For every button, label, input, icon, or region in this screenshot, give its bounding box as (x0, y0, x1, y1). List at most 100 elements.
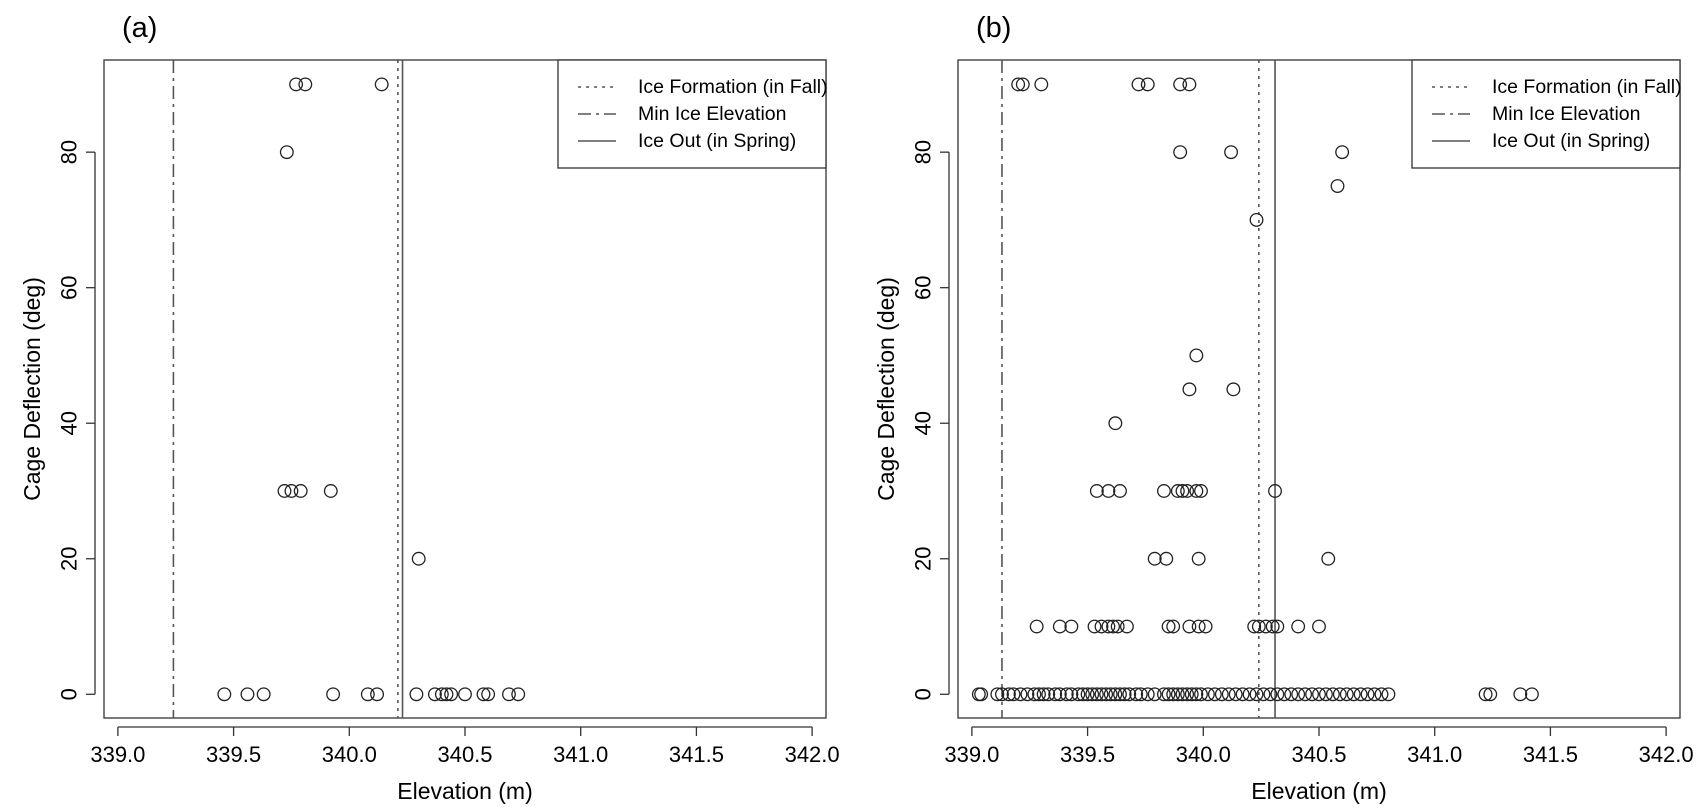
data-point (1305, 687, 1320, 702)
y-axis-title: Cage Deflection (deg) (19, 277, 45, 501)
data-point (370, 687, 385, 702)
data-point (256, 687, 271, 702)
data-point (1161, 619, 1176, 634)
data-point (1226, 382, 1241, 397)
data-point (1006, 687, 1021, 702)
y-tick-label: 40 (911, 411, 936, 435)
x-tick-label: 341.0 (553, 742, 608, 767)
data-point (1119, 619, 1134, 634)
data-point (1381, 687, 1396, 702)
y-tick-label: 20 (57, 547, 82, 571)
data-point (995, 687, 1009, 702)
data-point (1189, 348, 1204, 363)
data-point (1483, 687, 1498, 702)
data-point (1194, 687, 1208, 702)
data-point (1166, 619, 1181, 634)
plot-frame (957, 59, 1681, 719)
data-point (1312, 619, 1326, 634)
data-point (1268, 484, 1282, 498)
data-point (1182, 619, 1197, 634)
data-point (1087, 619, 1102, 634)
y-tick-label: 60 (911, 275, 936, 299)
data-point (458, 687, 472, 702)
y-tick-label: 20 (911, 547, 936, 571)
data-point (1182, 77, 1197, 92)
data-point (1147, 551, 1162, 566)
x-tick-label: 340.0 (1176, 742, 1231, 767)
data-point (1173, 145, 1188, 160)
data-point (1157, 484, 1171, 498)
y-tick-label: 80 (57, 140, 82, 164)
x-tick-label: 339.5 (206, 742, 261, 767)
y-tick-label: 80 (911, 140, 936, 164)
data-point (1085, 687, 1100, 702)
data-point (1013, 687, 1028, 702)
data-point (481, 687, 496, 702)
data-point (1235, 687, 1250, 702)
data-point (434, 687, 449, 702)
data-point (360, 687, 375, 702)
data-point (1189, 484, 1204, 498)
data-point (284, 484, 299, 498)
data-point (1360, 687, 1375, 702)
data-point (990, 687, 1005, 702)
data-point (1221, 687, 1236, 702)
legend-box (557, 59, 827, 169)
data-point (1207, 687, 1222, 702)
x-axis-title: Elevation (m) (397, 778, 532, 804)
data-point (1214, 687, 1229, 702)
x-axis-title: Elevation (m) (1251, 778, 1386, 804)
data-point (1335, 145, 1350, 160)
data-point (1011, 77, 1026, 92)
data-point (1140, 687, 1155, 702)
legend-label: Ice Formation (in Fall) (638, 76, 828, 98)
data-point (1284, 687, 1299, 702)
plot-frame (103, 59, 827, 719)
data-point (374, 77, 389, 92)
data-point (444, 687, 459, 702)
x-tick-label: 340.5 (437, 742, 492, 767)
data-point (279, 145, 294, 160)
data-point (1367, 687, 1382, 702)
data-point (1094, 687, 1109, 702)
legend-box (1411, 59, 1681, 169)
data-point (1180, 687, 1195, 702)
data-point (289, 77, 304, 92)
data-point (1189, 687, 1204, 702)
data-point (1027, 687, 1042, 702)
x-tick-label: 340.0 (322, 742, 377, 767)
data-point (1147, 687, 1162, 702)
data-point (1191, 551, 1206, 566)
data-point (1036, 687, 1051, 702)
data-point (1108, 687, 1123, 702)
data-point (1159, 551, 1174, 566)
data-point (502, 687, 516, 702)
data-point (1277, 687, 1292, 702)
data-point (1089, 687, 1104, 702)
x-tick-label: 342.0 (1639, 742, 1694, 767)
y-tick-label: 0 (57, 688, 82, 700)
data-point (1052, 687, 1067, 702)
data-point (1101, 484, 1116, 498)
data-point (1242, 687, 1257, 702)
data-point (293, 484, 308, 498)
y-tick-label: 0 (911, 688, 936, 700)
panel-label: (a) (122, 12, 157, 44)
panel-label: (b) (976, 12, 1011, 44)
data-point (1020, 687, 1035, 702)
chart-panel-a: (a) 339.0 339.5 340.0 340.5 341.0 341.5 342.0 El… (19, 12, 840, 804)
legend: Ice Formation (in Fall) Min Ice Elevation… (1411, 59, 1682, 169)
data-point (1249, 687, 1264, 702)
data-point (1034, 77, 1049, 92)
data-point (277, 484, 292, 498)
data-point (1330, 179, 1345, 193)
data-point (1251, 619, 1266, 634)
legend-label: Min Ice Elevation (1492, 103, 1641, 125)
data-point (1339, 687, 1354, 702)
data-point (1122, 687, 1137, 702)
data-point (1247, 619, 1262, 634)
data-point (1318, 687, 1333, 702)
data-point (974, 687, 989, 702)
data-point (1001, 687, 1016, 702)
data-point (1032, 687, 1046, 702)
